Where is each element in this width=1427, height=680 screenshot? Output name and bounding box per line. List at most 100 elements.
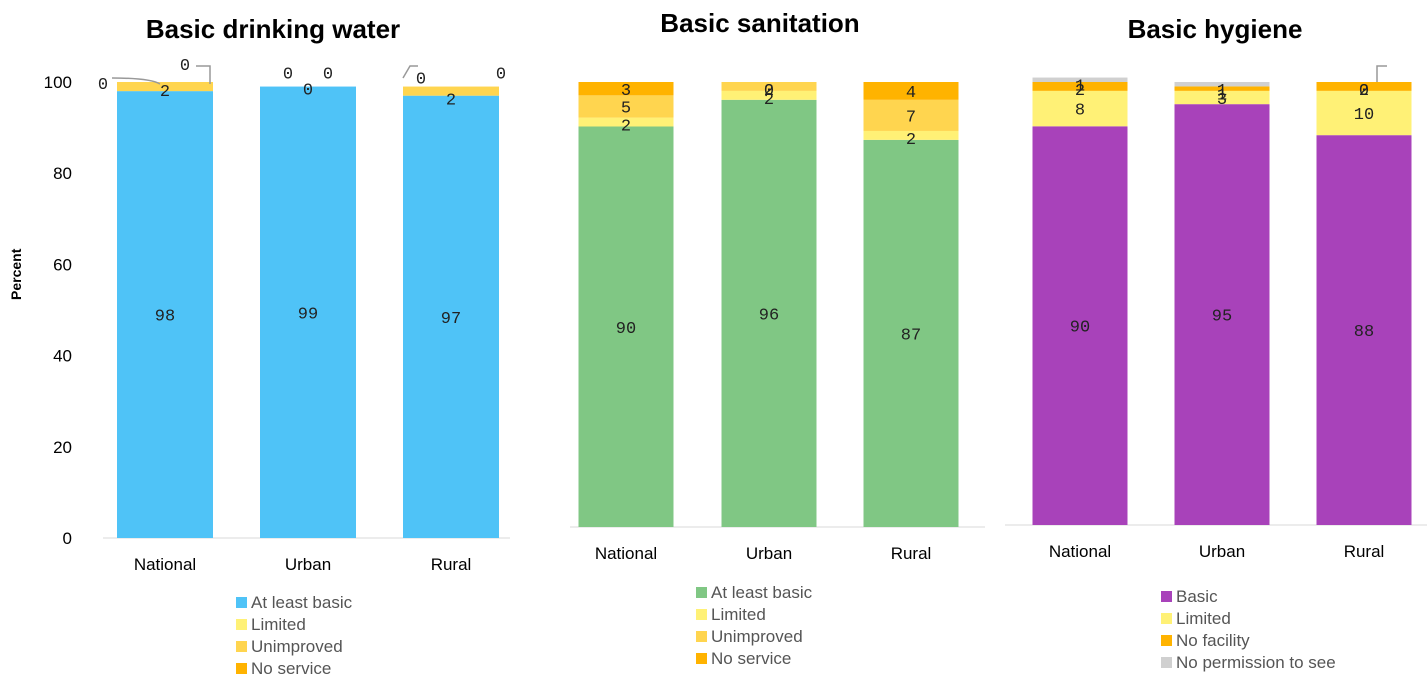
legend-item-no-service: No service [696,648,812,670]
bar-limited-urban [721,90,817,100]
legend-item-at-least-basic: At least basic [696,582,812,604]
legend-swatch [696,631,707,643]
data-label-no-service-rural: 0 [496,66,506,85]
legend-label: Basic [1176,587,1218,606]
legend-item-at-least-basic: At least basic [236,592,352,614]
data-label-limited-rural: 10 [1354,106,1374,125]
y-tick-label: 100 [44,73,72,92]
legend-swatch [1161,591,1172,603]
x-tick-label-urban: Urban [285,555,331,574]
legend-label: At least basic [251,593,353,612]
bar-at-least-basic-national [578,126,674,527]
bar-limited-rural [1316,90,1412,136]
y-tick-label: 0 [63,529,72,548]
sanitation-legend: At least basic Limited Unimproved No servic… [696,582,812,670]
data-label-at-least-basic-rural: 87 [901,326,921,345]
bar-basic-rural [1316,135,1412,525]
legend-swatch [236,663,247,675]
x-tick-label-rural: Rural [1344,542,1385,561]
bar-no-facility-rural [1316,82,1412,91]
data-label-limited-urban: 0 [283,66,293,85]
hygiene-chart-panel: Basic hygiene 90 8 2 1 National 95 3 1 1 Urban 88 1… [985,0,1427,676]
y-tick-label: 80 [53,164,72,183]
data-label-at-least-basic-national: 98 [155,308,175,327]
legend-swatch [236,619,247,631]
data-label-basic-urban: 95 [1212,308,1232,327]
data-label-limited-rural: 0 [416,71,426,90]
x-tick-label-national: National [595,544,657,563]
x-tick-label-national: National [1049,542,1111,561]
data-label-at-least-basic-urban: 99 [298,305,318,324]
bar-limited-rural [863,130,959,140]
bar-no-permission-to-see-urban [1174,82,1270,87]
legend-swatch [696,609,707,621]
data-label-at-least-basic-urban: 96 [759,306,779,325]
data-label-at-least-basic-national: 90 [616,320,636,339]
x-tick-label-rural: Rural [431,555,472,574]
bar-at-least-basic-national [117,91,213,539]
legend-label: Limited [1176,609,1231,628]
data-label-limited-national: 8 [1075,102,1085,121]
data-label-limited-national: 0 [98,76,108,95]
data-label-no-permission-to-see-national: 1 [1075,78,1085,97]
legend-label: No service [251,659,332,678]
legend-label: Unimproved [251,637,343,656]
data-label-limited-urban: 2 [764,91,774,110]
hygiene-chart-title: Basic hygiene [1127,14,1303,44]
legend-label: No service [711,649,792,668]
x-tick-label-urban: Urban [1199,542,1245,561]
data-label-no-facility-national: 2 [1075,82,1085,101]
legend-item-no-service: No service [236,658,352,680]
sanitation-chart-title: Basic sanitation [660,8,860,38]
bar-limited-national [1032,90,1128,127]
data-label-at-least-basic-rural: 97 [441,310,461,329]
leader-line [402,65,418,79]
y-tick-label: 60 [53,255,72,274]
drinking-water-chart-panel: Basic drinking water Percent 0 20 40 60 80 10… [0,0,510,678]
legend-item-limited: Limited [696,604,812,626]
bar-at-least-basic-rural [863,139,959,527]
legend-label: Unimproved [711,627,803,646]
leader-line [111,77,161,85]
bar-no-service-rural [863,82,959,100]
legend-swatch [1161,657,1172,669]
y-tick-label: 40 [53,347,72,366]
hygiene-legend: Basic Limited No facility No permission to … [1161,586,1336,674]
legend-label: At least basic [711,583,813,602]
legend-swatch [236,641,247,653]
legend-item-unimproved: Unimproved [696,626,812,648]
legend-item-no-facility: No facility [1161,630,1336,652]
bar-limited-urban [1174,90,1270,105]
drinking-water-chart-title: Basic drinking water [145,14,401,44]
bar-basic-national [1032,126,1128,526]
bar-at-least-basic-urban [721,99,817,528]
bar-unimproved-national [117,82,213,92]
data-label-basic-national: 90 [1070,319,1090,338]
legend-swatch [1161,635,1172,647]
legend-label: Limited [711,605,766,624]
legend-item-unimproved: Unimproved [236,636,352,658]
data-label-unimproved-urban: 0 [303,82,313,101]
data-label-no-service-urban: 0 [764,82,774,101]
legend-item-limited: Limited [1161,608,1336,630]
x-tick-label-rural: Rural [891,544,932,563]
leader-line [1376,65,1387,82]
x-tick-label-urban: Urban [746,544,792,563]
data-label-unimproved-rural: 2 [446,92,456,111]
y-tick-label: 20 [53,438,72,457]
bar-unimproved-urban [721,82,817,91]
bar-limited-national [578,117,674,127]
data-label-no-permission-to-see-rural: 0 [1359,82,1369,101]
data-label-limited-national: 2 [621,118,631,137]
bar-at-least-basic-urban [260,86,356,538]
data-label-limited-rural: 2 [906,131,916,150]
bar-at-least-basic-rural [403,95,499,539]
bar-no-permission-to-see-national [1032,77,1128,82]
data-label-no-permission-to-see-urban: 1 [1217,82,1227,101]
bar-unimproved-rural [863,99,959,131]
legend-item-no-permission-to-see: No permission to see [1161,652,1336,674]
bar-unimproved-national [578,95,674,118]
x-tick-label-national: National [134,555,196,574]
bar-no-facility-urban [1174,86,1270,91]
